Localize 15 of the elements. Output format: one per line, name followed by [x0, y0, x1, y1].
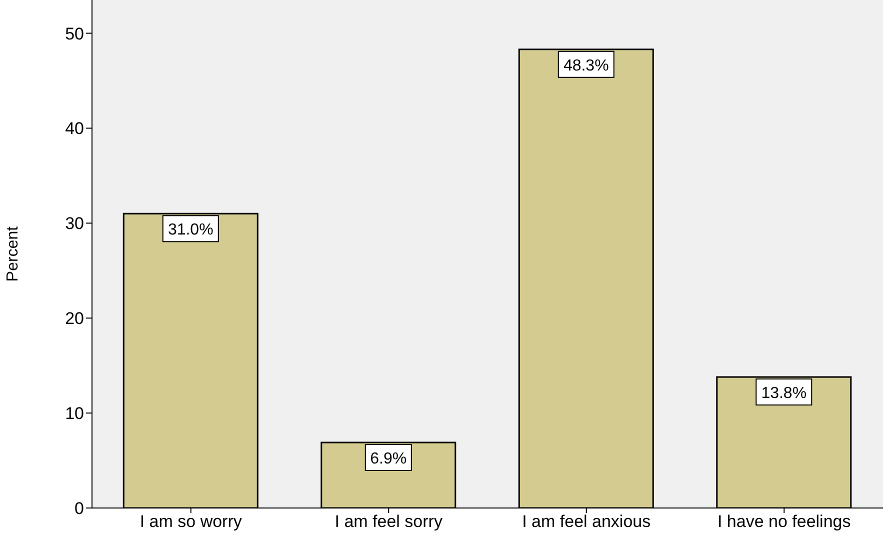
x-tick-label: I am so worry	[140, 512, 242, 532]
data-label: 13.8%	[761, 384, 807, 402]
data-label: 6.9%	[370, 450, 407, 468]
data-label: 48.3%	[563, 57, 609, 74]
y-tick-label: 50	[65, 24, 84, 44]
y-tick-label: 30	[65, 214, 84, 234]
y-tick-label: 20	[65, 309, 84, 328]
y-tick-label: 40	[65, 119, 84, 138]
y-axis-title: Percent	[4, 226, 22, 282]
y-tick-label: 10	[65, 404, 84, 424]
x-tick-label: I have no feelings	[717, 512, 851, 532]
data-label: 31.0%	[168, 222, 214, 239]
y-tick-label: 0	[74, 499, 84, 518]
x-tick-label: I am feel sorry	[334, 512, 443, 532]
x-tick-label: I am feel anxious	[522, 512, 651, 532]
